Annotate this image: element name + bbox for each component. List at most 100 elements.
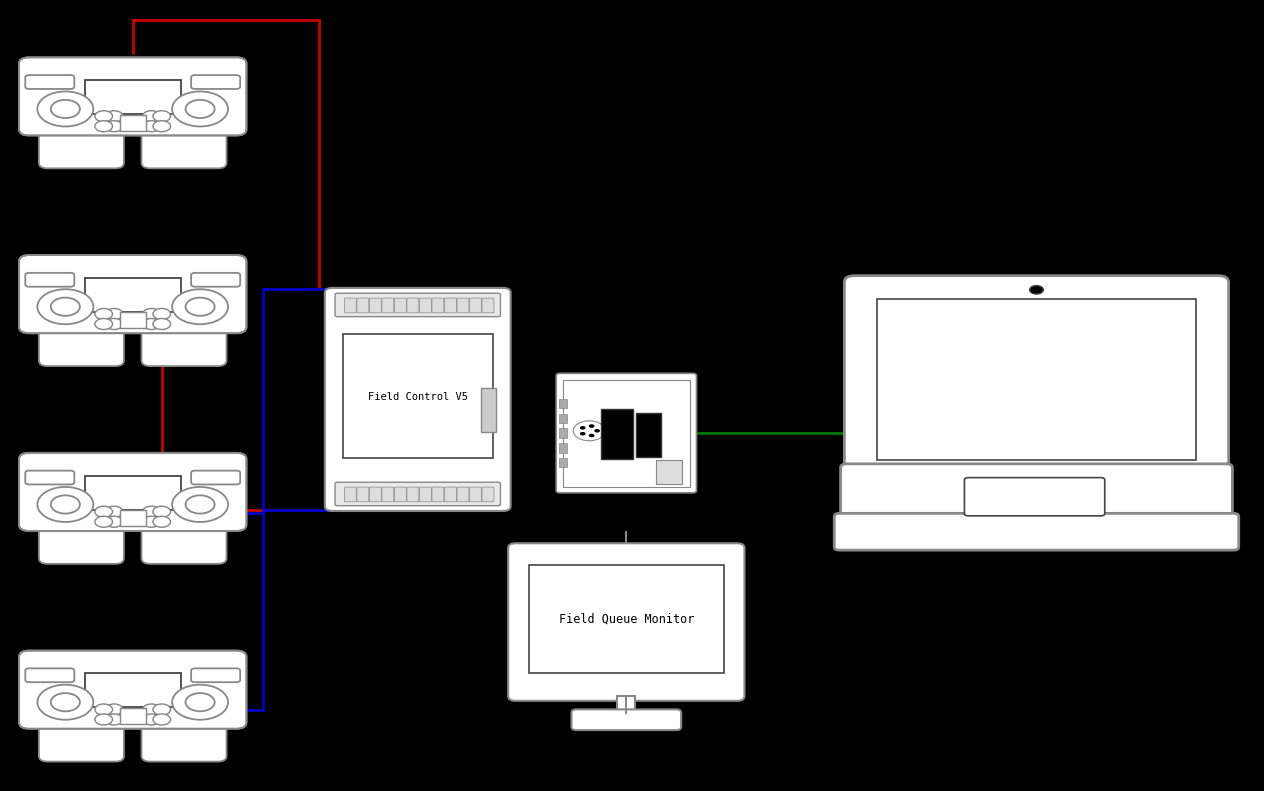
Circle shape: [105, 506, 123, 517]
Circle shape: [105, 704, 123, 715]
FancyBboxPatch shape: [469, 487, 482, 501]
FancyBboxPatch shape: [528, 565, 724, 673]
FancyBboxPatch shape: [407, 487, 418, 501]
FancyBboxPatch shape: [85, 80, 181, 114]
FancyBboxPatch shape: [432, 487, 444, 501]
FancyBboxPatch shape: [39, 116, 124, 168]
FancyBboxPatch shape: [482, 487, 494, 501]
Circle shape: [172, 685, 228, 720]
FancyBboxPatch shape: [469, 298, 482, 313]
Circle shape: [153, 308, 171, 320]
FancyBboxPatch shape: [335, 483, 501, 505]
FancyBboxPatch shape: [343, 335, 493, 458]
FancyBboxPatch shape: [964, 478, 1105, 516]
FancyBboxPatch shape: [325, 288, 511, 511]
Circle shape: [186, 100, 215, 118]
Circle shape: [153, 517, 171, 528]
FancyBboxPatch shape: [420, 487, 431, 501]
FancyBboxPatch shape: [559, 414, 566, 422]
FancyBboxPatch shape: [841, 464, 1232, 524]
FancyBboxPatch shape: [39, 314, 124, 366]
FancyBboxPatch shape: [19, 452, 246, 531]
Circle shape: [95, 111, 112, 122]
FancyBboxPatch shape: [445, 487, 456, 501]
Circle shape: [153, 506, 171, 517]
Circle shape: [153, 111, 171, 122]
FancyBboxPatch shape: [602, 409, 633, 459]
Circle shape: [143, 517, 161, 528]
Circle shape: [143, 319, 161, 330]
Circle shape: [153, 714, 171, 725]
FancyBboxPatch shape: [508, 543, 744, 701]
Circle shape: [105, 319, 123, 330]
Circle shape: [51, 297, 80, 316]
FancyBboxPatch shape: [432, 298, 444, 313]
FancyBboxPatch shape: [29, 713, 236, 722]
Circle shape: [38, 487, 94, 522]
Circle shape: [105, 714, 123, 725]
FancyBboxPatch shape: [39, 512, 124, 564]
FancyBboxPatch shape: [120, 510, 145, 526]
Circle shape: [38, 92, 94, 127]
FancyBboxPatch shape: [25, 273, 75, 286]
FancyBboxPatch shape: [407, 298, 418, 313]
FancyBboxPatch shape: [142, 314, 226, 366]
Text: Field Control V5: Field Control V5: [368, 392, 468, 403]
FancyBboxPatch shape: [394, 487, 406, 501]
Circle shape: [95, 517, 112, 528]
FancyBboxPatch shape: [571, 710, 681, 730]
Circle shape: [105, 121, 123, 132]
Circle shape: [95, 704, 112, 715]
Circle shape: [153, 704, 171, 715]
FancyBboxPatch shape: [29, 317, 236, 327]
Circle shape: [143, 308, 161, 320]
FancyBboxPatch shape: [617, 696, 635, 714]
FancyBboxPatch shape: [142, 710, 226, 762]
FancyBboxPatch shape: [482, 388, 495, 432]
FancyBboxPatch shape: [25, 668, 75, 682]
FancyBboxPatch shape: [142, 116, 226, 168]
Circle shape: [143, 714, 161, 725]
FancyBboxPatch shape: [191, 668, 240, 682]
Circle shape: [186, 297, 215, 316]
Circle shape: [38, 685, 94, 720]
Circle shape: [143, 506, 161, 517]
FancyBboxPatch shape: [85, 673, 181, 707]
FancyBboxPatch shape: [344, 298, 356, 313]
FancyBboxPatch shape: [39, 710, 124, 762]
Circle shape: [51, 100, 80, 118]
Circle shape: [594, 429, 600, 433]
Circle shape: [186, 693, 215, 711]
Circle shape: [95, 308, 112, 320]
FancyBboxPatch shape: [191, 75, 240, 89]
FancyBboxPatch shape: [844, 276, 1229, 483]
FancyBboxPatch shape: [356, 298, 369, 313]
FancyBboxPatch shape: [120, 115, 145, 131]
FancyBboxPatch shape: [394, 298, 406, 313]
FancyBboxPatch shape: [120, 708, 145, 724]
Circle shape: [153, 319, 171, 330]
Circle shape: [51, 693, 80, 711]
FancyBboxPatch shape: [29, 119, 236, 129]
FancyBboxPatch shape: [191, 471, 240, 484]
FancyBboxPatch shape: [356, 487, 369, 501]
Circle shape: [51, 495, 80, 513]
Circle shape: [580, 426, 585, 430]
FancyBboxPatch shape: [382, 487, 394, 501]
Circle shape: [143, 704, 161, 715]
FancyBboxPatch shape: [191, 273, 240, 286]
FancyBboxPatch shape: [877, 299, 1196, 460]
FancyBboxPatch shape: [482, 298, 494, 313]
FancyBboxPatch shape: [458, 298, 469, 313]
Circle shape: [38, 290, 94, 324]
FancyBboxPatch shape: [25, 75, 75, 89]
Circle shape: [153, 121, 171, 132]
FancyBboxPatch shape: [656, 460, 683, 484]
Circle shape: [95, 506, 112, 517]
FancyBboxPatch shape: [559, 399, 566, 408]
Circle shape: [186, 495, 215, 513]
Circle shape: [105, 111, 123, 122]
FancyBboxPatch shape: [420, 298, 431, 313]
Circle shape: [172, 487, 228, 522]
FancyBboxPatch shape: [556, 373, 696, 493]
